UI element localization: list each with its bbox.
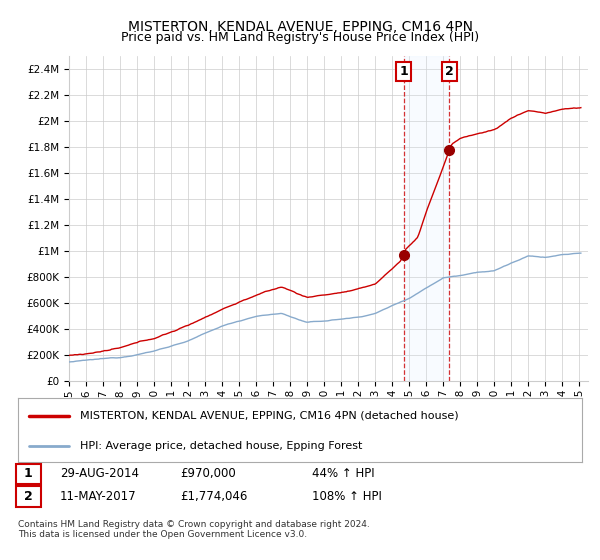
Bar — [404, 56, 449, 381]
Text: £1,774,046: £1,774,046 — [180, 489, 247, 503]
Text: Contains HM Land Registry data © Crown copyright and database right 2024.
This d: Contains HM Land Registry data © Crown c… — [18, 520, 370, 539]
Text: MISTERTON, KENDAL AVENUE, EPPING, CM16 4PN (detached house): MISTERTON, KENDAL AVENUE, EPPING, CM16 4… — [80, 410, 458, 421]
Text: £970,000: £970,000 — [180, 467, 236, 480]
Text: 1: 1 — [399, 65, 408, 78]
Text: 108% ↑ HPI: 108% ↑ HPI — [312, 489, 382, 503]
Text: HPI: Average price, detached house, Epping Forest: HPI: Average price, detached house, Eppi… — [80, 441, 362, 451]
Text: 1: 1 — [24, 467, 32, 480]
Text: 2: 2 — [24, 489, 32, 503]
Text: 2: 2 — [445, 65, 454, 78]
Text: 29-AUG-2014: 29-AUG-2014 — [60, 467, 139, 480]
Text: 11-MAY-2017: 11-MAY-2017 — [60, 489, 137, 503]
Text: 44% ↑ HPI: 44% ↑ HPI — [312, 467, 374, 480]
Text: MISTERTON, KENDAL AVENUE, EPPING, CM16 4PN: MISTERTON, KENDAL AVENUE, EPPING, CM16 4… — [128, 20, 473, 34]
Text: Price paid vs. HM Land Registry's House Price Index (HPI): Price paid vs. HM Land Registry's House … — [121, 31, 479, 44]
